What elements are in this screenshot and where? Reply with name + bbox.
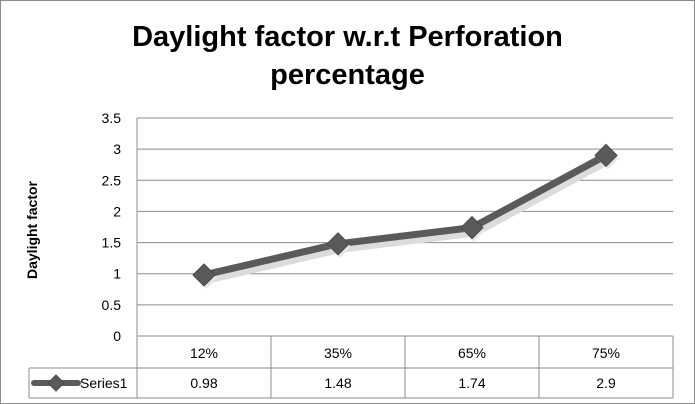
legend-label: Series1	[80, 375, 128, 391]
data-point	[460, 215, 484, 240]
x-tick-label: 65%	[458, 345, 486, 361]
y-tick-label: 0.5	[102, 297, 122, 313]
data-table-value: 1.74	[458, 375, 485, 391]
y-tick-label: 1	[113, 266, 121, 282]
y-tick-label: 0	[113, 328, 121, 344]
y-tick-label: 2.5	[102, 172, 122, 188]
chart-title: Daylight factor w.r.t Perforation percen…	[0, 18, 695, 94]
data-point	[326, 232, 350, 256]
data-table-value: 2.9	[596, 375, 616, 391]
chart-title-line-2: percentage	[270, 59, 425, 91]
data-table-value: 0.98	[190, 375, 217, 391]
legend-marker	[47, 374, 65, 392]
y-tick-label: 2	[113, 203, 121, 219]
x-tick-label: 35%	[324, 345, 352, 361]
x-tick-label: 75%	[592, 345, 620, 361]
data-point	[594, 143, 618, 168]
data-point	[192, 263, 216, 287]
y-tick-label: 3.5	[102, 110, 122, 126]
series-line	[200, 151, 610, 279]
data-table-value: 1.48	[324, 375, 351, 391]
y-tick-label: 3	[113, 141, 121, 157]
x-tick-label: 12%	[190, 345, 218, 361]
y-tick-label: 1.5	[102, 235, 122, 251]
chart-title-line-1: Daylight factor w.r.t Perforation	[132, 21, 563, 53]
